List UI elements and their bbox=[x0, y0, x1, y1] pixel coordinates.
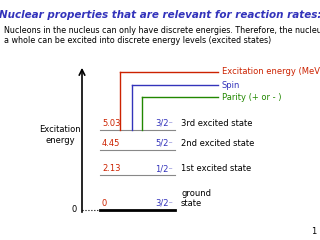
Text: 5.03: 5.03 bbox=[102, 119, 121, 128]
Text: 3rd excited state: 3rd excited state bbox=[181, 119, 252, 128]
Text: Excitation
energy: Excitation energy bbox=[39, 125, 81, 145]
Text: ground
state: ground state bbox=[181, 189, 211, 208]
Text: 3/2⁻: 3/2⁻ bbox=[155, 199, 173, 208]
Text: 3/2⁻: 3/2⁻ bbox=[155, 119, 173, 128]
Text: 0: 0 bbox=[102, 199, 107, 208]
Text: 0: 0 bbox=[72, 205, 77, 215]
Text: 4.45: 4.45 bbox=[102, 139, 120, 148]
Text: Nucleons in the nucleus can only have discrete energies. Therefore, the nucleus : Nucleons in the nucleus can only have di… bbox=[4, 26, 320, 45]
Text: 2.13: 2.13 bbox=[102, 164, 121, 173]
Text: Spin: Spin bbox=[222, 80, 240, 90]
Text: 2nd excited state: 2nd excited state bbox=[181, 139, 254, 148]
Text: 1: 1 bbox=[311, 227, 316, 236]
Text: 5/2⁻: 5/2⁻ bbox=[155, 139, 173, 148]
Text: Parity (+ or - ): Parity (+ or - ) bbox=[222, 92, 282, 102]
Text: 1st excited state: 1st excited state bbox=[181, 164, 251, 173]
Text: 1/2⁻: 1/2⁻ bbox=[155, 164, 173, 173]
Text: Excitation energy (MeV): Excitation energy (MeV) bbox=[222, 67, 320, 77]
Text: Nuclear properties that are relevant for reaction rates:: Nuclear properties that are relevant for… bbox=[0, 10, 320, 20]
